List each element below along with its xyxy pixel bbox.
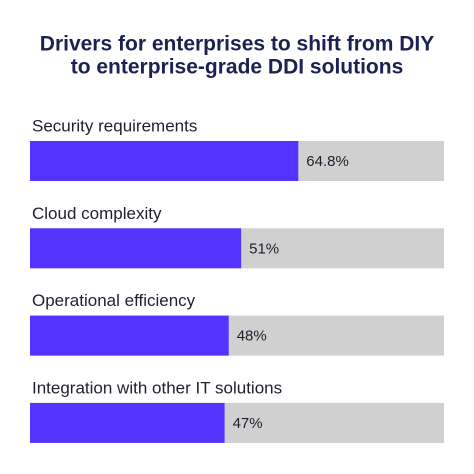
- value-label: 47%: [233, 415, 263, 432]
- value-label: 64.8%: [306, 153, 349, 170]
- category-label: Operational efficiency: [32, 291, 196, 310]
- value-label: 51%: [249, 240, 279, 257]
- bar: [30, 228, 242, 269]
- value-label: 48%: [237, 328, 267, 345]
- chart-title: Drivers for enterprises to shift from DI…: [40, 33, 434, 56]
- bar: [30, 402, 225, 443]
- category-label: Security requirements: [32, 116, 197, 135]
- bar: [30, 141, 299, 181]
- category-label: Integration with other IT solutions: [32, 378, 282, 397]
- category-label: Cloud complexity: [32, 204, 162, 223]
- bar: [30, 315, 229, 356]
- chart-title: to enterprise-grade DDI solutions: [71, 56, 404, 79]
